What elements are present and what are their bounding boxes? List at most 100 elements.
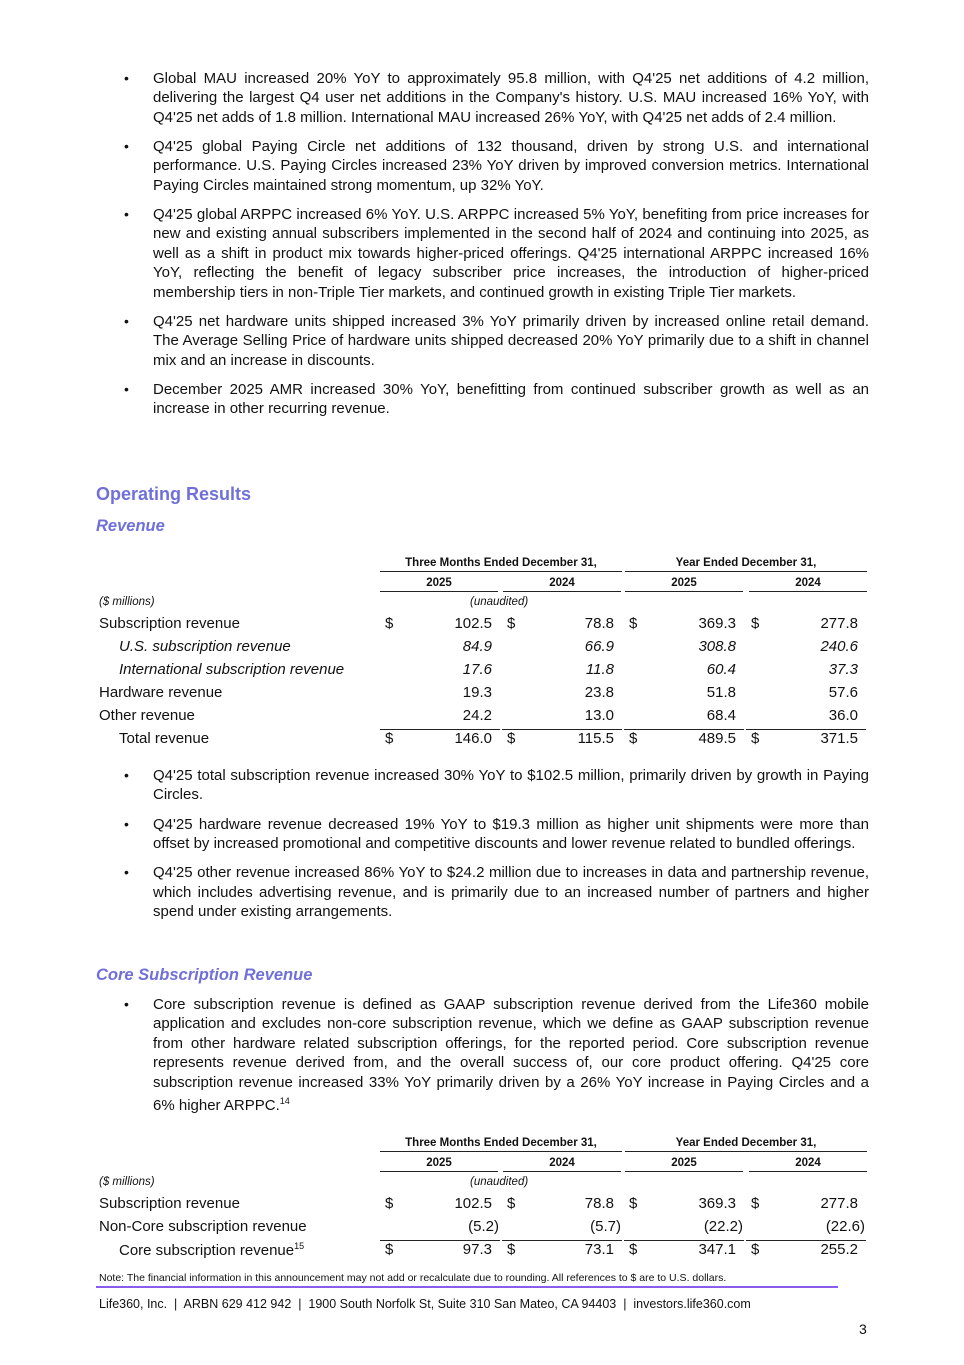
page-number: 3 [859,1321,867,1337]
row-label: Total revenue [119,730,210,747]
list-item: • Q4'25 total subscription revenue increa… [124,767,869,804]
row-label: Hardware revenue [99,684,223,701]
list-item: • Q4'25 net hardware units shipped increa… [124,312,869,369]
note: Note: The financial information in this … [99,1272,727,1284]
currency-symbol: $ [507,1241,516,1258]
currency-symbol: $ [385,1195,394,1212]
table-cell: 24.2 [380,707,500,730]
group-header-three-months: Three Months Ended December 31, [380,557,622,572]
list-item: • December 2025 AMR increased 30% YoY, be… [124,380,869,418]
table-cell: (22.2) [624,1218,744,1241]
table-row: Subscription revenue $102.5 $78.8 $369.3 $27… [0,1195,964,1217]
table-cell: $78.8 [507,615,614,632]
table-cell: $277.8 [751,1195,858,1212]
currency-symbol: $ [385,1241,394,1258]
table-cell: 19.3 [462,684,492,701]
year-header: 2025 [625,1157,743,1172]
row-label: Other revenue [99,707,195,724]
table-cell: $371.5 [751,730,858,747]
currency-symbol: $ [629,1241,638,1258]
table-cell: $347.1 [629,1241,736,1258]
table-cell: 37.3 [828,661,858,678]
table-cell: $255.2 [751,1241,858,1258]
table-cell: 60.4 [706,661,736,678]
table-cell: $146.0 [385,730,492,747]
section-title: Operating Results [96,484,252,504]
currency-symbol: $ [385,730,394,747]
revenue-title: Revenue [96,517,165,535]
year-header: 2025 [625,577,743,592]
table-cell: $97.3 [385,1241,492,1258]
table-cell: 66.9 [584,638,614,655]
year-header: 2024 [503,1157,621,1172]
row-label: International subscription revenue [119,661,345,678]
table-cell: (5.7) [502,1218,622,1241]
table-cell: (5.2) [380,1218,500,1241]
table-cell: 17.6 [462,661,492,678]
units-label: ($ millions) [99,596,155,608]
table-cell: $369.3 [629,1195,736,1212]
table-row: Total revenue $146.0 $115.5 $489.5 $371.5 [0,730,964,752]
table-cell: 23.8 [584,684,614,701]
list-item: • Q4'25 global ARPPC increased 6% YoY. U.… [124,206,869,301]
table-cell: 308.8 [698,638,736,655]
table-row: Core subscription revenue15 $97.3 $73.1 $34… [0,1241,964,1263]
currency-symbol: $ [507,730,516,747]
table-cell: 51.8 [706,684,736,701]
table-row: Hardware revenue 19.3 23.8 51.8 57.6 [0,684,964,706]
table-cell: 13.0 [502,707,622,730]
table-cell: (22.6) [746,1218,866,1241]
units-label: ($ millions) [99,1176,155,1188]
currency-symbol: $ [385,615,394,632]
list-item: • Q4'25 global Paying Circle net addition… [124,138,869,194]
table-row: U.S. subscription revenue 84.9 66.9 308.8 24… [0,638,964,660]
year-header: 2024 [503,577,621,592]
revenue-notes: • Q4'25 total subscription revenue increa… [0,766,964,931]
year-header: 2024 [749,1157,867,1172]
list-item: • Global MAU increased 20% YoY to approxi… [124,70,869,126]
footer: Life360, Inc. | ARBN 629 412 942 | 1900 … [99,1297,751,1311]
table-cell: $73.1 [507,1241,614,1258]
table-cell: 11.8 [585,661,614,678]
table-cell: 57.6 [828,684,858,701]
table-cell: $102.5 [385,615,492,632]
list-item: • Q4'25 other revenue increased 86% YoY t… [124,864,869,921]
currency-symbol: $ [751,1195,760,1212]
table-cell: $277.8 [751,615,858,632]
table-cell: $78.8 [507,1195,614,1212]
list-item: • Q4'25 hardware revenue decreased 19% Yo… [124,815,869,853]
row-label: Non-Core subscription revenue [99,1218,307,1235]
group-header-three-months: Three Months Ended December 31, [380,1137,622,1152]
core-title: Core Subscription Revenue [96,966,313,984]
table-cell: 68.4 [624,707,744,730]
table-row: International subscription revenue 17.6 11… [0,661,964,683]
unaudited-label: (unaudited) [470,1176,529,1188]
table-cell: 84.9 [462,638,492,655]
currency-symbol: $ [507,1195,516,1212]
row-label: U.S. subscription revenue [119,638,291,655]
table-cell: $369.3 [629,615,736,632]
year-header: 2024 [749,577,867,592]
currency-symbol: $ [751,730,760,747]
highlights-list: • Global MAU increased 20% YoY to approxi… [0,69,964,428]
group-header-year: Year Ended December 31, [625,557,867,572]
group-header-year: Year Ended December 31, [625,1137,867,1152]
currency-symbol: $ [507,615,516,632]
row-label: Subscription revenue [99,1195,240,1212]
currency-symbol: $ [751,615,760,632]
currency-symbol: $ [629,1195,638,1212]
table-row: Subscription revenue $102.5 $78.8 $369.3 $27… [0,615,964,637]
table-cell: 36.0 [746,707,866,730]
unaudited-label: (unaudited) [470,596,529,608]
table-cell: $102.5 [385,1195,492,1212]
currency-symbol: $ [629,730,638,747]
table-cell: 240.6 [820,638,858,655]
footer-divider [96,1286,838,1288]
row-label: Core subscription revenue15 [119,1241,305,1259]
table-cell: $115.5 [507,730,614,747]
row-label: Subscription revenue [99,615,240,632]
year-header: 2025 [380,1157,498,1172]
core-notes: • Core subscription revenue is defined as… [0,995,964,1125]
currency-symbol: $ [629,615,638,632]
currency-symbol: $ [751,1241,760,1258]
